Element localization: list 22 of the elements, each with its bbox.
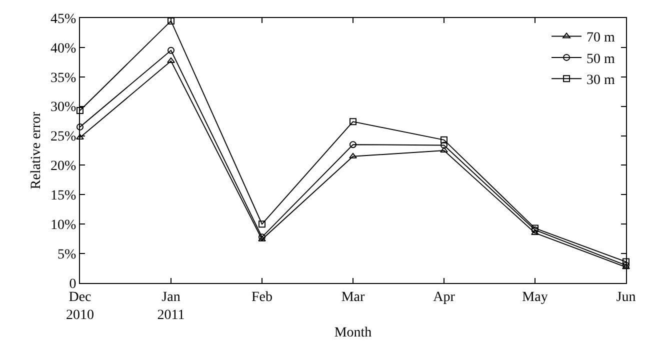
y-tick-label: 10% bbox=[50, 218, 77, 234]
legend-label: 70 m bbox=[586, 30, 616, 46]
y-tick-label: 35% bbox=[50, 70, 77, 86]
x-axis-title: Month bbox=[334, 325, 372, 340]
y-tick-label: 20% bbox=[50, 159, 77, 174]
x-tick-label: Mar bbox=[341, 290, 365, 305]
x-tick-label: Apr bbox=[433, 290, 456, 305]
legend-label: 30 m bbox=[586, 73, 616, 88]
legend-label: 50 m bbox=[586, 52, 616, 67]
x-tick-label: Jun bbox=[616, 290, 636, 305]
x-tick-label: May bbox=[522, 290, 548, 305]
y-tick-label: 15% bbox=[50, 188, 77, 204]
x-tick-label: Dec 2010 bbox=[66, 290, 94, 323]
y-tick-label: 45% bbox=[50, 12, 77, 27]
y-tick-label: 25% bbox=[50, 130, 77, 145]
y-tick-label: 5% bbox=[58, 247, 77, 262]
y-axis-title: Relative error bbox=[29, 111, 44, 190]
y-tick-label: 0 bbox=[69, 276, 76, 292]
x-tick-label: Jan 2011 bbox=[157, 290, 185, 323]
y-tick-label: 40% bbox=[50, 41, 77, 56]
y-tick-label: 30% bbox=[50, 100, 77, 116]
x-tick-label: Feb bbox=[252, 290, 272, 305]
